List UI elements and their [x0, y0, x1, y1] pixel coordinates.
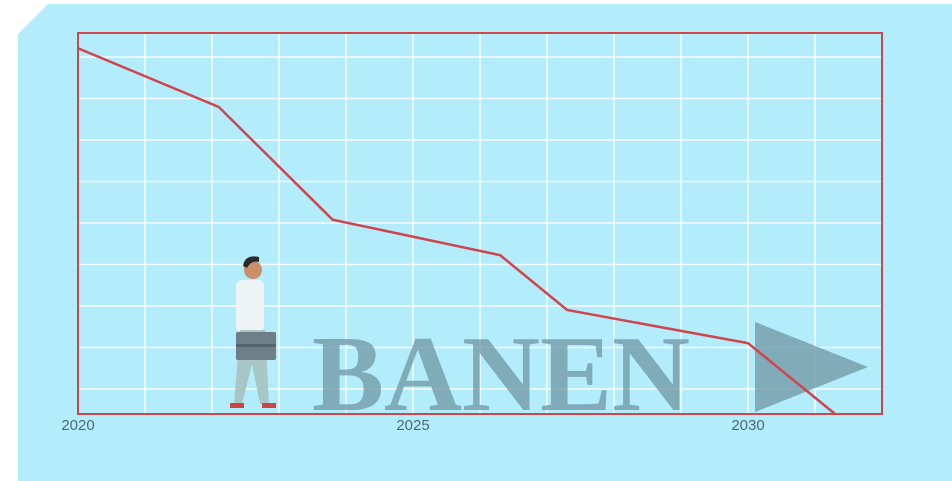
chart: BANEN 2020 2025 2030: [0, 0, 952, 481]
x-tick-label: 2020: [61, 417, 94, 434]
watermark: BANEN: [312, 315, 690, 434]
x-tick-label: 2030: [731, 417, 764, 434]
x-tick-label: 2025: [396, 417, 429, 434]
